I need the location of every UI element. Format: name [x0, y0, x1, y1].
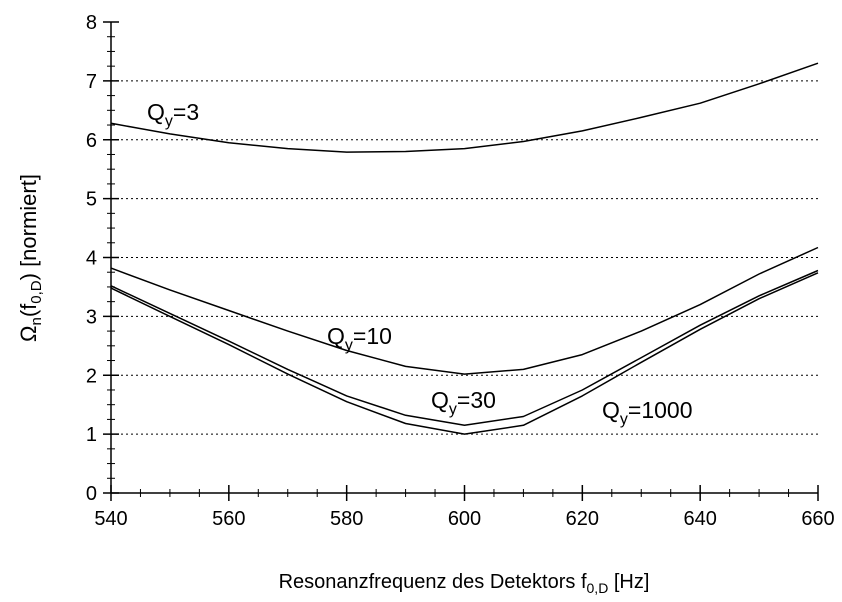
- y-tick-label: 2: [86, 365, 97, 387]
- x-label-sub: 0,D: [587, 580, 609, 596]
- series-label-base: Q: [327, 323, 345, 349]
- series-label: Qy=30: [431, 387, 496, 418]
- series-label-tail: =10: [353, 323, 392, 349]
- x-tick-label: 620: [566, 508, 599, 530]
- series-label-base: Q: [147, 99, 165, 125]
- y-tick-label: 3: [86, 306, 97, 328]
- y-axis-label: Ωn(f0,D) [normiert]: [16, 174, 45, 342]
- series-line: [110, 62, 819, 153]
- series-line: [110, 269, 819, 427]
- series-label-sub: y: [165, 113, 173, 130]
- y-tick-label: 6: [86, 130, 97, 152]
- series-line: [110, 272, 819, 435]
- y-label-main: Ω: [16, 326, 41, 342]
- series-label-sub: y: [345, 337, 353, 354]
- x-tick-label: 640: [683, 508, 716, 530]
- y-tick-label: 1: [86, 424, 97, 446]
- y-label-sub2: 0,D: [28, 280, 45, 304]
- series-line: [110, 246, 819, 375]
- x-label-tail: [Hz]: [608, 571, 649, 593]
- series-label-base: Q: [602, 397, 620, 423]
- series-label-tail: =3: [173, 99, 199, 125]
- x-tick-label: 660: [801, 508, 834, 530]
- y-label-sub: n: [28, 317, 45, 325]
- y-label-mid: (f: [16, 303, 41, 317]
- x-tick-label: 600: [448, 508, 481, 530]
- x-tick-label: 540: [94, 508, 127, 530]
- x-tick-label: 560: [212, 508, 245, 530]
- x-label-main: Resonanzfrequenz des Detektors f: [279, 571, 587, 593]
- series-label: Qy=3: [147, 99, 199, 130]
- series-label-base: Q: [431, 387, 449, 413]
- series-label-sub: y: [449, 401, 457, 418]
- x-axis-label: Resonanzfrequenz des Detektors f0,D [Hz]: [279, 571, 650, 596]
- y-tick-label: 8: [86, 12, 97, 34]
- y-tick-label: 4: [86, 248, 97, 270]
- series-label: Qy=1000: [602, 397, 693, 428]
- series-label-sub: y: [620, 411, 628, 428]
- y-label-tail: ) [normiert]: [16, 174, 41, 280]
- series-label-tail: =1000: [628, 397, 693, 423]
- series-label-tail: =30: [457, 387, 496, 413]
- x-tick-label: 580: [330, 508, 363, 530]
- series-label: Qy=10: [327, 323, 392, 354]
- y-tick-label: 0: [86, 483, 97, 505]
- y-tick-label: 5: [86, 189, 97, 211]
- y-tick-label: 7: [86, 71, 97, 93]
